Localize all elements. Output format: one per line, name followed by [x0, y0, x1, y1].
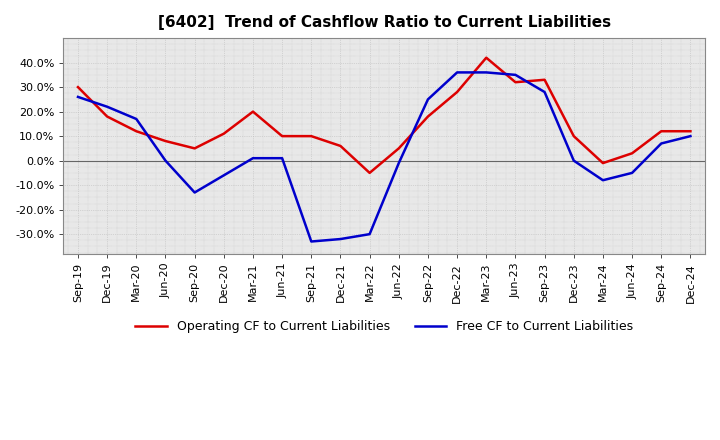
Free CF to Current Liabilities: [103, 104, 112, 110]
Free CF to Current Liabilities: [307, 239, 315, 244]
Legend: Operating CF to Current Liabilities, Free CF to Current Liabilities: Operating CF to Current Liabilities, Fre…: [130, 315, 638, 338]
Free CF to Current Liabilities: [423, 97, 432, 102]
Operating CF to Current Liabilities: [220, 131, 228, 136]
Free CF to Current Liabilities: [365, 231, 374, 237]
Operating CF to Current Liabilities: [278, 133, 287, 139]
Free CF to Current Liabilities: [598, 178, 607, 183]
Free CF to Current Liabilities: [511, 72, 520, 77]
Operating CF to Current Liabilities: [190, 146, 199, 151]
Free CF to Current Liabilities: [248, 156, 257, 161]
Free CF to Current Liabilities: [686, 133, 695, 139]
Operating CF to Current Liabilities: [482, 55, 490, 60]
Operating CF to Current Liabilities: [453, 89, 462, 95]
Operating CF to Current Liabilities: [423, 114, 432, 119]
Operating CF to Current Liabilities: [307, 133, 315, 139]
Operating CF to Current Liabilities: [132, 128, 140, 134]
Operating CF to Current Liabilities: [598, 161, 607, 166]
Free CF to Current Liabilities: [628, 170, 636, 176]
Free CF to Current Liabilities: [395, 161, 403, 166]
Operating CF to Current Liabilities: [365, 170, 374, 176]
Free CF to Current Liabilities: [336, 236, 345, 242]
Free CF to Current Liabilities: [570, 158, 578, 163]
Operating CF to Current Liabilities: [73, 84, 82, 90]
Free CF to Current Liabilities: [190, 190, 199, 195]
Operating CF to Current Liabilities: [103, 114, 112, 119]
Free CF to Current Liabilities: [132, 116, 140, 121]
Operating CF to Current Liabilities: [336, 143, 345, 149]
Operating CF to Current Liabilities: [570, 133, 578, 139]
Free CF to Current Liabilities: [220, 172, 228, 178]
Line: Operating CF to Current Liabilities: Operating CF to Current Liabilities: [78, 58, 690, 173]
Free CF to Current Liabilities: [278, 156, 287, 161]
Operating CF to Current Liabilities: [540, 77, 549, 82]
Operating CF to Current Liabilities: [686, 128, 695, 134]
Operating CF to Current Liabilities: [248, 109, 257, 114]
Free CF to Current Liabilities: [540, 89, 549, 95]
Operating CF to Current Liabilities: [657, 128, 665, 134]
Title: [6402]  Trend of Cashflow Ratio to Current Liabilities: [6402] Trend of Cashflow Ratio to Curren…: [158, 15, 611, 30]
Operating CF to Current Liabilities: [511, 80, 520, 85]
Free CF to Current Liabilities: [482, 70, 490, 75]
Free CF to Current Liabilities: [657, 141, 665, 146]
Free CF to Current Liabilities: [73, 94, 82, 99]
Free CF to Current Liabilities: [161, 158, 170, 163]
Line: Free CF to Current Liabilities: Free CF to Current Liabilities: [78, 73, 690, 242]
Operating CF to Current Liabilities: [395, 146, 403, 151]
Operating CF to Current Liabilities: [628, 150, 636, 156]
Free CF to Current Liabilities: [453, 70, 462, 75]
Operating CF to Current Liabilities: [161, 139, 170, 144]
